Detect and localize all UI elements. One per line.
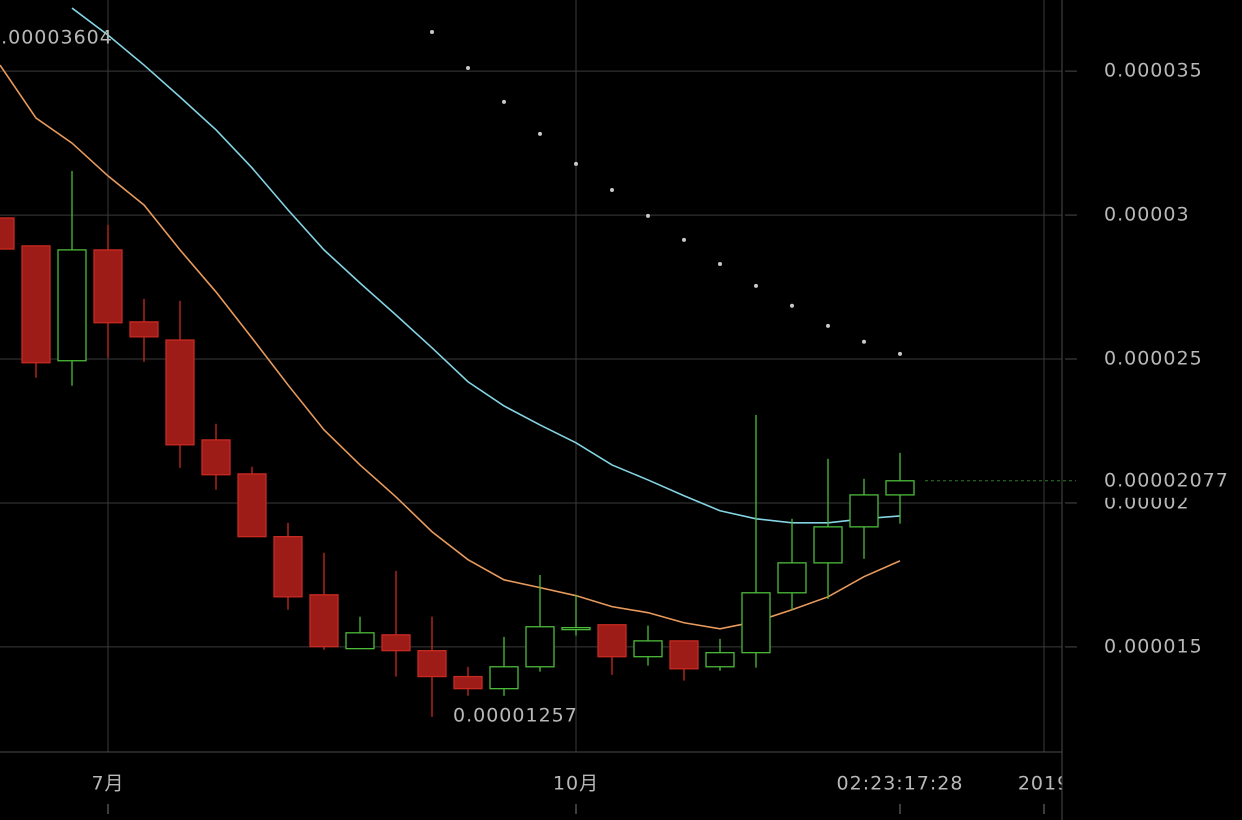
candle-body bbox=[165, 339, 195, 446]
sar-dot bbox=[574, 161, 578, 166]
candle-body bbox=[453, 675, 483, 690]
candle-body bbox=[273, 535, 303, 598]
y-tick-label: 0.000035 bbox=[1104, 60, 1203, 82]
sar-dot bbox=[718, 262, 722, 267]
current-price-label: 0.00002077 bbox=[1104, 469, 1229, 491]
candle-body bbox=[669, 640, 699, 670]
sar-dot bbox=[502, 99, 506, 104]
candle-body bbox=[381, 634, 411, 652]
candle-body bbox=[705, 652, 735, 668]
sar-dot bbox=[538, 131, 542, 136]
sar-dot bbox=[646, 213, 650, 218]
current-price-box bbox=[1078, 461, 1242, 498]
candle-body bbox=[561, 626, 591, 631]
x-axis-labels: 7月 10月 2019 bbox=[91, 773, 1070, 795]
candle-body bbox=[0, 217, 15, 250]
sar-dot bbox=[466, 65, 470, 70]
candle-body bbox=[525, 626, 555, 668]
sar-dot bbox=[790, 303, 794, 308]
candle-body bbox=[813, 526, 843, 564]
x-tick-label: 2019 bbox=[1018, 773, 1070, 795]
candle-body bbox=[57, 249, 87, 362]
candle-body bbox=[237, 473, 267, 538]
candle-body bbox=[201, 439, 231, 476]
x-tick-label: 7月 bbox=[91, 773, 124, 795]
candle-body bbox=[741, 592, 771, 654]
plot: 0.00001257 0.00003604 bbox=[0, 7, 915, 726]
sar-dot bbox=[898, 351, 902, 356]
candle-body bbox=[885, 480, 915, 496]
y-tick-label: 0.00003 bbox=[1104, 204, 1190, 226]
sar-dot bbox=[430, 29, 434, 34]
candle-body bbox=[777, 562, 807, 594]
high-price-label: 0.00003604 bbox=[0, 27, 113, 49]
candle-body bbox=[309, 594, 339, 648]
sar-dot bbox=[862, 339, 866, 344]
low-price-label: 0.00001257 bbox=[453, 704, 578, 726]
candle-body bbox=[129, 321, 159, 338]
moving-average-line bbox=[71, 7, 901, 524]
candle-body bbox=[489, 666, 519, 690]
candle-body bbox=[597, 624, 627, 658]
sar-dot bbox=[826, 323, 830, 328]
candle-body bbox=[345, 632, 375, 650]
sar-dot bbox=[682, 237, 686, 242]
candle-body bbox=[417, 650, 447, 678]
candle-body bbox=[633, 640, 663, 658]
sar-dot bbox=[610, 188, 614, 193]
countdown-label: 02:23:17:28 bbox=[837, 773, 964, 795]
x-tick-label: 10月 bbox=[553, 773, 599, 795]
y-tick-label: 0.000015 bbox=[1104, 635, 1203, 657]
sar-dot bbox=[754, 283, 758, 288]
candle-body bbox=[93, 249, 123, 324]
candle-body bbox=[849, 494, 879, 528]
candle-body bbox=[21, 245, 51, 364]
y-tick-label: 0.000025 bbox=[1104, 348, 1203, 370]
